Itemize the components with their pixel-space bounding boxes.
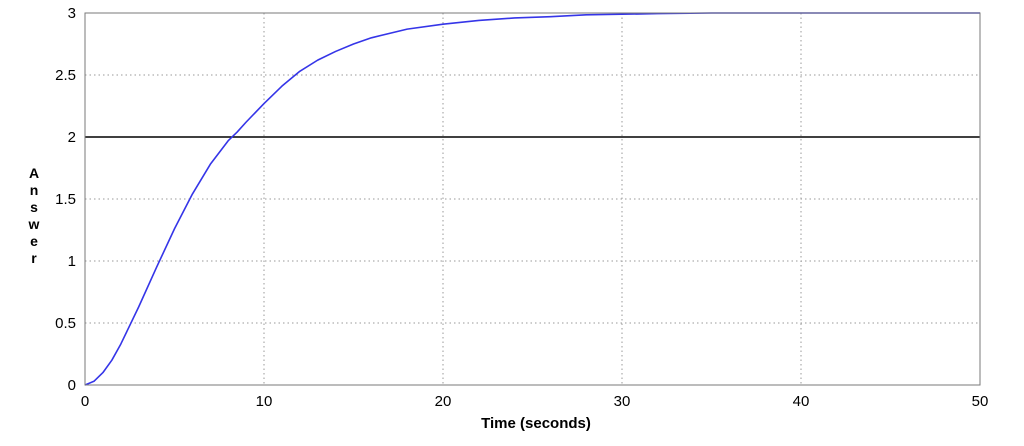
x-tick-label: 50 [972,393,989,410]
y-tick-label: 1.5 [55,191,76,208]
series-layer [84,12,980,386]
y-tick-label: 1 [68,253,76,270]
x-tick-label: 20 [435,393,452,410]
plot-frame [84,12,981,386]
x-tick-labels: 0 10 20 30 40 50 [81,393,989,410]
y-tick-label: 2 [68,129,76,146]
y-tick-label: 2.5 [55,67,76,84]
y-tick-labels: 0 0.5 1 1.5 2 2.5 3 [55,5,76,394]
y-tick-label: 0 [68,377,76,394]
y-tick-label: 0.5 [55,315,76,332]
x-axis-title: Time (seconds) [481,415,591,432]
x-tick-label: 30 [614,393,631,410]
x-tick-label: 0 [81,393,89,410]
y-tick-label: 3 [68,5,76,22]
x-tick-label: 40 [793,393,810,410]
response-curve [84,12,980,386]
x-tick-label: 10 [256,393,273,410]
